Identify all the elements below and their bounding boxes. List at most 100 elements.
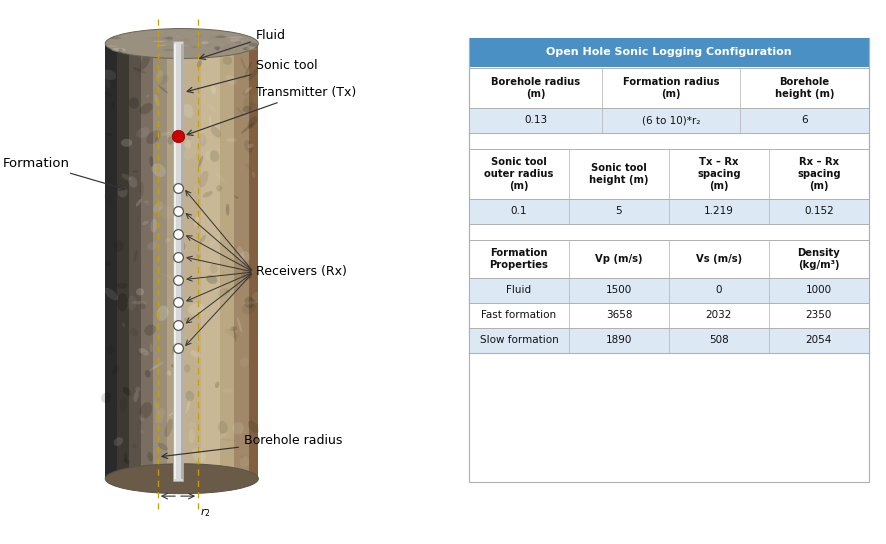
Ellipse shape — [164, 45, 170, 48]
Ellipse shape — [230, 326, 237, 331]
Ellipse shape — [240, 58, 246, 71]
Ellipse shape — [179, 240, 185, 250]
Ellipse shape — [128, 97, 139, 109]
Text: 2054: 2054 — [805, 335, 832, 345]
Ellipse shape — [150, 156, 153, 167]
Ellipse shape — [118, 48, 122, 53]
Ellipse shape — [136, 288, 144, 295]
Ellipse shape — [218, 288, 229, 297]
Ellipse shape — [253, 171, 255, 178]
Ellipse shape — [197, 60, 202, 67]
Ellipse shape — [140, 53, 151, 70]
Ellipse shape — [237, 317, 242, 332]
Ellipse shape — [241, 40, 244, 44]
Ellipse shape — [183, 104, 193, 118]
Text: 0.1: 0.1 — [510, 206, 527, 217]
Ellipse shape — [130, 327, 137, 337]
Ellipse shape — [151, 219, 157, 232]
Ellipse shape — [248, 144, 253, 148]
Ellipse shape — [175, 41, 182, 42]
Ellipse shape — [245, 296, 254, 308]
Ellipse shape — [231, 39, 236, 40]
Ellipse shape — [159, 38, 167, 40]
Ellipse shape — [105, 463, 259, 494]
Ellipse shape — [237, 246, 245, 263]
Ellipse shape — [215, 35, 226, 38]
Ellipse shape — [239, 357, 249, 367]
Bar — [469, 302, 569, 327]
Ellipse shape — [117, 293, 128, 312]
Ellipse shape — [226, 289, 229, 293]
Ellipse shape — [248, 68, 259, 81]
Ellipse shape — [171, 364, 175, 368]
Bar — [181, 44, 183, 479]
Bar — [569, 302, 669, 327]
Ellipse shape — [105, 288, 118, 300]
Text: 3658: 3658 — [606, 310, 633, 320]
Ellipse shape — [156, 45, 167, 46]
Ellipse shape — [243, 47, 250, 51]
Text: Fast formation: Fast formation — [481, 310, 556, 320]
Bar — [469, 38, 869, 482]
Ellipse shape — [241, 270, 253, 280]
Ellipse shape — [175, 418, 182, 428]
Ellipse shape — [209, 115, 212, 130]
Ellipse shape — [132, 171, 138, 172]
Ellipse shape — [211, 86, 216, 94]
Bar — [769, 327, 869, 353]
Ellipse shape — [139, 414, 144, 422]
Ellipse shape — [143, 201, 151, 205]
Text: Rx – Rx
spacing
(m): Rx – Rx spacing (m) — [797, 157, 841, 190]
Polygon shape — [201, 44, 220, 479]
Text: Formation: Formation — [3, 157, 125, 190]
Text: 1890: 1890 — [606, 335, 632, 345]
Polygon shape — [141, 44, 153, 479]
Ellipse shape — [173, 42, 177, 44]
Ellipse shape — [167, 370, 171, 376]
Ellipse shape — [242, 299, 257, 314]
Text: Sonic tool
outer radius
(m): Sonic tool outer radius (m) — [485, 157, 554, 190]
Text: Transmitter (Tx): Transmitter (Tx) — [187, 86, 356, 135]
Text: 1500: 1500 — [606, 285, 632, 295]
Ellipse shape — [143, 221, 149, 225]
Bar — [175, 44, 176, 479]
Ellipse shape — [244, 61, 252, 79]
Text: Formation radius
(m): Formation radius (m) — [623, 77, 719, 98]
Ellipse shape — [190, 129, 205, 146]
Bar — [469, 108, 602, 133]
Ellipse shape — [199, 171, 208, 187]
Ellipse shape — [101, 392, 111, 403]
Ellipse shape — [189, 428, 195, 443]
Text: 1.219: 1.219 — [704, 206, 734, 217]
Ellipse shape — [175, 101, 183, 112]
Ellipse shape — [201, 41, 209, 44]
Ellipse shape — [179, 45, 189, 47]
Ellipse shape — [147, 242, 157, 250]
Bar — [669, 327, 769, 353]
Ellipse shape — [232, 422, 245, 435]
Ellipse shape — [113, 240, 123, 252]
Ellipse shape — [226, 203, 229, 215]
Text: Slow formation: Slow formation — [479, 335, 558, 345]
Text: Borehole
height (m): Borehole height (m) — [774, 77, 834, 98]
Ellipse shape — [225, 75, 237, 85]
Ellipse shape — [163, 49, 175, 51]
Text: Fluid: Fluid — [507, 285, 532, 295]
Ellipse shape — [191, 46, 196, 48]
Ellipse shape — [239, 456, 249, 468]
Ellipse shape — [244, 140, 253, 152]
Ellipse shape — [145, 370, 151, 378]
Text: 508: 508 — [709, 335, 729, 345]
Ellipse shape — [153, 41, 165, 42]
Text: Receivers (Rx): Receivers (Rx) — [256, 265, 346, 279]
Ellipse shape — [167, 136, 174, 145]
Ellipse shape — [230, 39, 240, 42]
Bar — [569, 327, 669, 353]
Ellipse shape — [157, 306, 168, 321]
Ellipse shape — [138, 353, 146, 356]
Bar — [769, 199, 869, 224]
Ellipse shape — [155, 41, 160, 45]
Ellipse shape — [153, 201, 163, 213]
Bar — [469, 277, 569, 302]
Ellipse shape — [223, 47, 232, 51]
